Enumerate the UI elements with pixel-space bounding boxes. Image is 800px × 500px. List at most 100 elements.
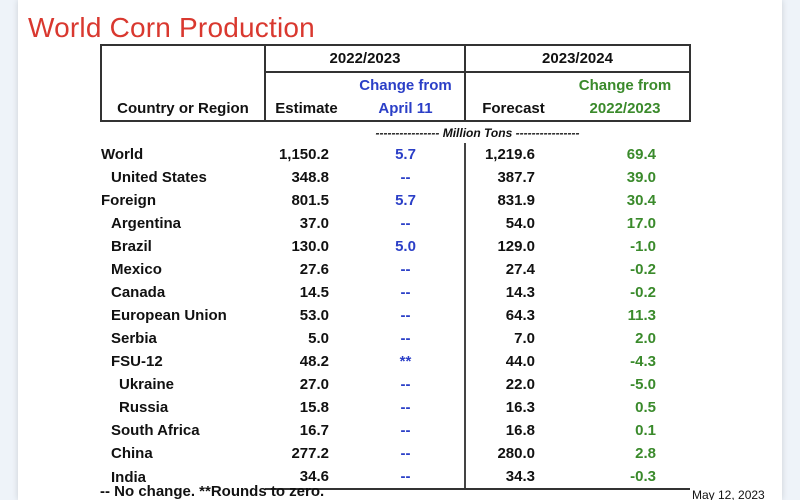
row-change-prev: 39.0	[626, 169, 656, 186]
row-estimate: 37.0	[299, 215, 329, 232]
row-country: Foreign	[101, 192, 156, 209]
row-forecast: 280.0	[464, 442, 561, 465]
row-forecast: 1,219.6	[464, 143, 561, 166]
row-country: South Africa	[111, 422, 200, 439]
row-forecast: 387.7	[464, 166, 561, 189]
table-row: Ukraine 27.0 -- 22.0 -5.0	[101, 373, 690, 396]
row-change-prev: 17.0	[626, 215, 656, 232]
row-forecast: 22.0	[464, 373, 561, 396]
slide: World Corn Production 2022/2023 2023/202…	[18, 0, 782, 500]
row-country: Brazil	[111, 238, 152, 255]
row-estimate: 15.8	[299, 399, 329, 416]
row-country: World	[101, 146, 144, 163]
row-change-april: --	[400, 284, 411, 301]
row-change-prev: 69.4	[626, 146, 656, 163]
row-country: India	[111, 468, 147, 486]
row-country: Mexico	[111, 261, 162, 278]
header-forecast: Forecast	[464, 97, 561, 122]
row-change-prev: 2.8	[635, 445, 656, 462]
row-country: Canada	[111, 284, 166, 301]
header-country-or-region: Country or Region	[100, 97, 265, 122]
table-row: United States 348.8 -- 387.7 39.0	[101, 166, 690, 189]
row-change-prev: -4.3	[630, 353, 656, 370]
table-row: Brazil 130.0 5.0 129.0 -1.0	[101, 235, 690, 258]
row-estimate: 48.2	[299, 353, 329, 370]
row-estimate: 5.0	[308, 330, 329, 347]
row-estimate: 1,150.2	[278, 146, 329, 163]
row-change-april: 5.7	[395, 146, 416, 163]
row-change-april: --	[400, 445, 411, 462]
row-change-prev: 11.3	[627, 307, 656, 324]
header-change-prev-line2: 2022/2023	[561, 97, 691, 122]
row-change-april: --	[400, 169, 411, 186]
row-estimate: 801.5	[291, 192, 329, 209]
table-row: Serbia 5.0 -- 7.0 2.0	[101, 327, 690, 350]
row-change-april: --	[347, 465, 465, 490]
table-row: Foreign 801.5 5.7 831.9 30.4	[101, 189, 690, 212]
row-change-prev: -1.0	[630, 238, 656, 255]
row-change-prev: 0.1	[635, 422, 656, 439]
row-change-april: 5.0	[395, 238, 416, 255]
table-row: Argentina 37.0 -- 54.0 17.0	[101, 212, 690, 235]
table-row: India 34.6 -- 34.3 -0.3	[101, 465, 690, 490]
row-country: China	[111, 445, 153, 462]
row-country: FSU-12	[111, 353, 163, 370]
table-row: World 1,150.2 5.7 1,219.6 69.4	[101, 143, 690, 166]
row-change-prev: 2.0	[635, 330, 656, 347]
row-change-april: --	[400, 215, 411, 232]
date-label: May 12, 2023	[692, 488, 765, 500]
row-estimate: 348.8	[291, 169, 329, 186]
row-forecast: 831.9	[464, 189, 561, 212]
row-estimate: 53.0	[299, 307, 329, 324]
row-change-april: 5.7	[395, 192, 416, 209]
row-country: Ukraine	[119, 376, 175, 393]
header-change-april-line2: April 11	[347, 97, 465, 122]
row-forecast: 14.3	[464, 281, 561, 304]
table-row: Canada 14.5 -- 14.3 -0.2	[101, 281, 690, 304]
units-label: ---------------- Million Tons ----------…	[375, 125, 580, 140]
row-change-april: --	[400, 422, 411, 439]
row-estimate: 27.0	[299, 376, 329, 393]
row-forecast: 7.0	[464, 327, 561, 350]
row-country: United States	[111, 169, 207, 186]
row-forecast: 44.0	[464, 350, 561, 373]
row-country: Russia	[119, 399, 169, 416]
row-estimate: 27.6	[299, 261, 329, 278]
header-group-2023-2024: 2023/2024	[464, 44, 691, 73]
row-change-april: --	[400, 307, 411, 324]
row-country: European Union	[111, 307, 227, 324]
table-row: Mexico 27.6 -- 27.4 -0.2	[101, 258, 690, 281]
row-change-april: --	[400, 399, 411, 416]
row-estimate: 14.5	[299, 284, 329, 301]
row-estimate: 16.7	[299, 422, 329, 439]
row-forecast: 16.3	[464, 396, 561, 419]
page-title: World Corn Production	[28, 12, 315, 43]
corn-production-table: 2022/2023 2023/2024 Change from Change f…	[100, 44, 691, 490]
table-row: FSU-12 48.2 ** 44.0 -4.3	[101, 350, 690, 373]
row-change-prev: 30.4	[626, 192, 656, 209]
row-forecast: 34.3	[464, 465, 561, 490]
row-change-april: --	[400, 376, 411, 393]
table-row: South Africa 16.7 -- 16.8 0.1	[101, 419, 690, 442]
header-estimate: Estimate	[264, 97, 347, 122]
row-forecast: 129.0	[464, 235, 561, 258]
row-country: Argentina	[111, 215, 182, 232]
table-row: Russia 15.8 -- 16.3 0.5	[101, 396, 690, 419]
row-change-prev: -5.0	[630, 376, 656, 393]
header-group-2022-2023: 2022/2023	[264, 44, 465, 73]
table-row: China 277.2 -- 280.0 2.8	[101, 442, 690, 465]
row-forecast: 64.3	[464, 304, 561, 327]
row-country: Serbia	[111, 330, 157, 347]
row-estimate: 130.0	[291, 238, 329, 255]
row-change-april: --	[400, 261, 411, 278]
table-row: European Union 53.0 -- 64.3 11.3	[101, 304, 690, 327]
header-spacer	[100, 44, 265, 72]
row-forecast: 16.8	[464, 419, 561, 442]
header-change-prev-line1: Change from	[561, 72, 691, 97]
row-change-prev: -0.3	[561, 465, 690, 490]
footnote: -- No change. **Rounds to zero.	[100, 483, 325, 500]
row-change-april: --	[400, 330, 411, 347]
row-change-prev: -0.2	[630, 284, 656, 301]
row-change-prev: 0.5	[635, 399, 656, 416]
row-forecast: 27.4	[464, 258, 561, 281]
